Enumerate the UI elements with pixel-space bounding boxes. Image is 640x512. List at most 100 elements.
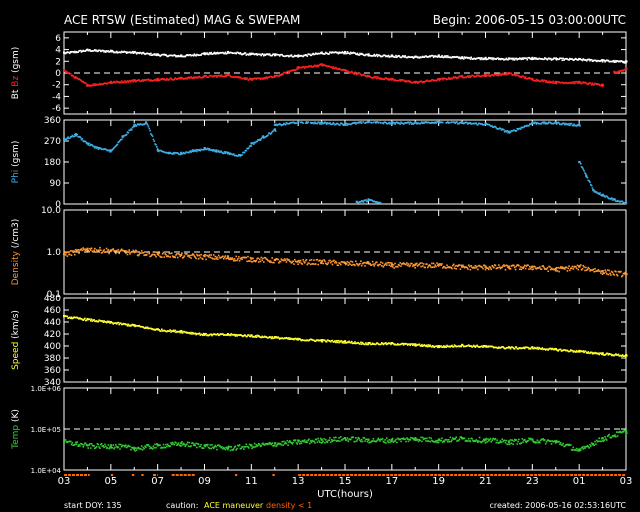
data-point <box>416 122 419 124</box>
data-point <box>198 332 201 335</box>
data-point <box>428 436 431 439</box>
data-point <box>520 268 523 271</box>
data-point <box>339 52 341 54</box>
data-point <box>126 445 129 448</box>
data-point <box>284 259 287 261</box>
data-point <box>420 122 422 124</box>
data-point <box>476 265 478 268</box>
data-point <box>511 439 513 441</box>
data-point <box>242 53 244 55</box>
data-point <box>519 266 522 268</box>
data-point <box>141 449 144 451</box>
data-point <box>347 264 350 266</box>
data-point <box>248 443 251 446</box>
data-point <box>549 440 552 442</box>
data-point <box>214 150 217 153</box>
data-point <box>277 75 279 77</box>
data-point <box>389 342 391 344</box>
data-point <box>173 330 176 333</box>
data-point <box>476 57 478 60</box>
data-point <box>63 315 66 318</box>
data-point <box>323 339 325 341</box>
data-point <box>499 58 502 61</box>
data-point <box>355 342 357 345</box>
data-point <box>210 51 212 54</box>
data-point <box>406 264 409 267</box>
data-point <box>600 59 602 62</box>
data-point <box>405 342 407 345</box>
data-point <box>94 447 97 449</box>
data-point <box>112 148 115 150</box>
data-point <box>169 329 171 331</box>
data-point <box>230 76 232 78</box>
data-point <box>282 444 284 446</box>
data-point <box>111 322 114 324</box>
data-point <box>452 346 455 348</box>
data-point <box>621 431 623 434</box>
data-point <box>607 197 610 200</box>
data-point <box>302 439 304 442</box>
data-point <box>189 76 191 79</box>
data-point <box>398 264 401 267</box>
data-point <box>83 444 85 446</box>
data-point <box>495 74 498 76</box>
data-point <box>541 265 544 267</box>
data-point <box>547 81 549 84</box>
data-point <box>105 247 108 250</box>
data-point <box>430 266 432 269</box>
data-point <box>176 443 179 446</box>
data-point <box>511 130 513 132</box>
data-point <box>399 78 401 81</box>
data-point <box>407 263 410 265</box>
data-point <box>610 197 613 199</box>
data-point <box>178 444 181 446</box>
data-point <box>559 123 562 125</box>
data-point <box>589 59 591 62</box>
data-point <box>401 56 403 58</box>
data-point <box>352 51 355 54</box>
data-point <box>297 120 300 123</box>
data-point <box>625 273 628 276</box>
data-point <box>221 446 223 448</box>
data-point <box>349 53 351 55</box>
data-point <box>74 441 77 444</box>
data-point <box>227 445 230 448</box>
data-point <box>550 443 553 445</box>
data-point <box>534 57 536 59</box>
data-point <box>390 263 393 266</box>
data-point <box>260 445 263 447</box>
data-point <box>549 268 552 271</box>
data-point <box>132 249 135 252</box>
data-point <box>329 340 332 343</box>
data-point <box>608 433 610 436</box>
data-point <box>529 437 532 440</box>
data-point <box>84 50 86 52</box>
data-point <box>217 444 220 446</box>
data-point <box>582 350 585 352</box>
data-point <box>130 325 132 327</box>
data-point <box>531 438 534 441</box>
data-point <box>313 440 315 442</box>
data-point <box>329 123 332 125</box>
data-point <box>267 53 269 55</box>
data-point <box>573 123 575 125</box>
data-point <box>586 352 589 354</box>
data-point <box>382 343 385 346</box>
data-point <box>290 69 293 72</box>
data-point <box>392 264 395 266</box>
data-point <box>115 445 118 448</box>
data-point <box>587 445 590 448</box>
data-point <box>209 149 212 151</box>
data-point <box>196 53 198 56</box>
y-tick-label: -4 <box>52 92 61 102</box>
data-point <box>475 75 478 77</box>
data-point <box>193 443 196 445</box>
data-point <box>248 335 251 337</box>
data-point <box>453 437 456 440</box>
data-point <box>590 442 593 444</box>
data-point <box>315 65 318 68</box>
data-point <box>315 52 318 55</box>
data-point <box>589 352 591 355</box>
data-point <box>112 444 115 446</box>
data-point <box>283 259 285 262</box>
